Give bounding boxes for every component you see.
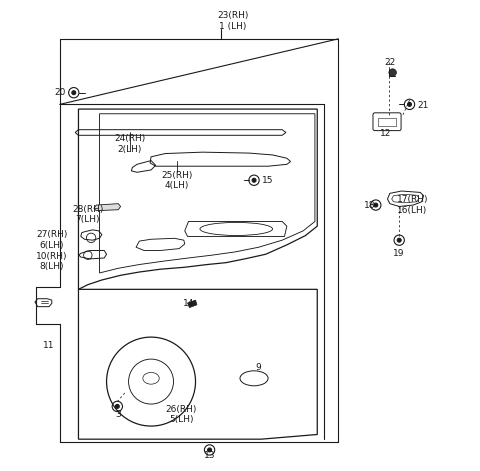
Text: 9: 9 bbox=[255, 363, 261, 372]
Text: 14: 14 bbox=[183, 299, 194, 308]
Circle shape bbox=[389, 69, 396, 76]
Text: 24(RH)
2(LH): 24(RH) 2(LH) bbox=[114, 135, 145, 154]
Text: 10(RH)
8(LH): 10(RH) 8(LH) bbox=[36, 252, 68, 271]
Text: 15: 15 bbox=[263, 176, 274, 185]
Text: 3: 3 bbox=[115, 410, 121, 419]
Text: 26(RH)
5(LH): 26(RH) 5(LH) bbox=[166, 405, 197, 424]
Polygon shape bbox=[188, 300, 197, 308]
Circle shape bbox=[374, 203, 378, 207]
Text: 17(RH)
16(LH): 17(RH) 16(LH) bbox=[396, 195, 428, 215]
Text: 19: 19 bbox=[394, 249, 405, 258]
Text: 22: 22 bbox=[384, 58, 396, 67]
Circle shape bbox=[208, 448, 212, 452]
Polygon shape bbox=[94, 203, 120, 211]
Text: 27(RH)
6(LH): 27(RH) 6(LH) bbox=[36, 230, 68, 250]
Text: 12: 12 bbox=[380, 129, 391, 138]
Text: 11: 11 bbox=[43, 341, 55, 350]
Text: 28(RH)
7(LH): 28(RH) 7(LH) bbox=[72, 205, 104, 224]
Text: 18: 18 bbox=[364, 201, 376, 210]
Circle shape bbox=[115, 405, 120, 408]
Circle shape bbox=[252, 179, 256, 182]
Circle shape bbox=[72, 91, 76, 95]
Text: 23(RH)
1 (LH): 23(RH) 1 (LH) bbox=[217, 11, 249, 31]
Text: 21: 21 bbox=[417, 101, 428, 110]
Text: 13: 13 bbox=[204, 451, 216, 460]
Circle shape bbox=[397, 238, 401, 242]
Text: 25(RH)
4(LH): 25(RH) 4(LH) bbox=[161, 171, 192, 190]
Text: 20: 20 bbox=[54, 88, 65, 97]
Circle shape bbox=[408, 102, 411, 106]
